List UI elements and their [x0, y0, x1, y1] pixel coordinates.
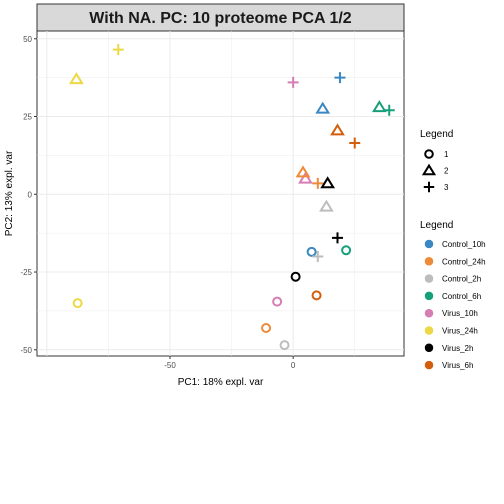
data-point [319, 199, 334, 212]
data-point [383, 104, 395, 116]
shape-legend-key [421, 163, 437, 176]
data-point [69, 72, 84, 85]
y-tick-label: 25 [23, 113, 32, 122]
data-point [331, 232, 343, 244]
data-point [341, 245, 352, 256]
shape-legend-key [424, 149, 434, 159]
chart-title: With NA. PC: 10 proteome PCA 1/2 [89, 10, 352, 27]
data-point [349, 137, 361, 149]
data-point [261, 323, 272, 334]
color-legend-label: Virus_6h [442, 361, 473, 370]
data-point [272, 296, 283, 307]
data-points [69, 44, 395, 351]
color-legend-label: Control_6h [442, 292, 481, 301]
shape-legend-label: 1 [444, 150, 449, 159]
color-legend-swatch [424, 308, 434, 318]
shape-legend: Legend 1 2 3 [420, 129, 453, 193]
data-point [298, 171, 313, 184]
color-legend-label: Virus_10h [442, 309, 478, 318]
shape-legend-title: Legend [420, 129, 453, 140]
data-point [334, 72, 346, 84]
data-point [287, 76, 299, 88]
data-point [72, 298, 83, 309]
color-legend-swatch [424, 291, 434, 301]
data-point [279, 340, 290, 351]
shape-legend-label: 2 [444, 167, 449, 176]
data-point [320, 176, 336, 189]
color-legend-label: Control_2h [442, 275, 481, 284]
shape-legend-label: 3 [444, 183, 449, 192]
data-point [290, 271, 301, 282]
y-tick-label: -25 [20, 268, 32, 277]
plot-panel [36, 30, 405, 357]
data-point [371, 100, 387, 113]
x-axis-title: PC1: 18% expl. var [178, 377, 264, 388]
data-point [306, 246, 317, 257]
y-tick-label: -50 [20, 346, 32, 355]
data-point [112, 44, 124, 56]
x-tick-label: 0 [291, 361, 296, 370]
axis-ticks: -50 0 50 25 0 -25 -50 [20, 35, 295, 370]
color-legend-swatch [424, 256, 434, 267]
color-legend-swatch [424, 239, 434, 249]
color-legend-swatch [424, 360, 434, 370]
color-legend-label: Virus_24h [442, 327, 478, 336]
color-legend: Legend Control_10h Control_24h Control_2h Co… [420, 220, 486, 370]
title-strip [36, 3, 405, 32]
color-legend-swatch [424, 273, 434, 284]
y-tick-label: 50 [23, 35, 32, 44]
x-tick-label: -50 [164, 361, 176, 370]
color-legend-label: Control_24h [442, 257, 486, 266]
color-legend-title: Legend [420, 220, 453, 231]
color-legend-label: Control_10h [442, 240, 486, 249]
data-point [330, 123, 345, 136]
color-legend-swatch [424, 343, 434, 353]
data-point [312, 250, 324, 262]
shape-legend-key [423, 181, 435, 193]
data-point [312, 177, 324, 189]
color-legend-swatch [424, 325, 434, 336]
y-axis-title: PC2: 13% expl. var [4, 150, 15, 236]
y-tick-label: 0 [28, 190, 33, 199]
grid-lines [37, 31, 404, 356]
color-legend-label: Virus_2h [442, 344, 473, 353]
data-point [315, 101, 331, 114]
data-point [311, 290, 322, 301]
data-point [295, 165, 311, 178]
